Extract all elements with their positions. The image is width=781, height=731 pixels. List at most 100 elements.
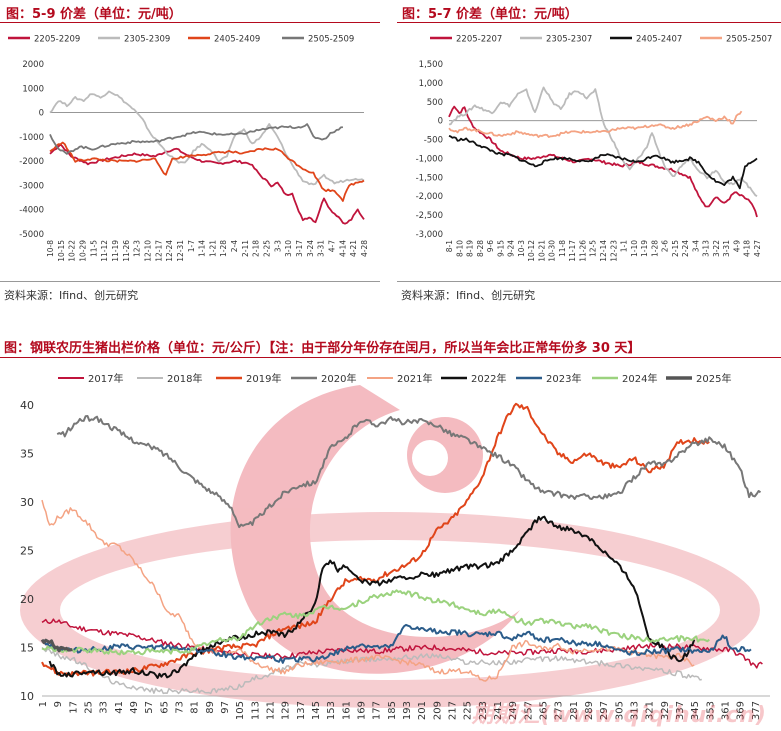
y-tick-label: 1,000 (419, 79, 443, 89)
x-tick-label: 3-4 (691, 240, 700, 252)
logo-dot-inner (412, 440, 448, 476)
y-tick-label: -2,500 (416, 211, 443, 221)
x-tick-label: 8-10 (455, 240, 464, 257)
x-tick-label: 257 (523, 701, 534, 720)
legend-label: 2205-2207 (456, 35, 502, 45)
x-tick-label: 169 (357, 701, 368, 720)
legend-label: 2022年 (471, 372, 506, 385)
x-tick-label: 241 (493, 701, 504, 720)
x-tick-label: 209 (432, 701, 443, 720)
legend-label: 2405-2407 (636, 35, 682, 45)
y-tick-label: 10 (20, 690, 34, 703)
logo-swoosh (230, 385, 520, 674)
x-tick-label: 10-8 (46, 240, 55, 257)
series-line (49, 123, 344, 155)
y-tick-label: -5000 (19, 230, 44, 240)
x-tick-label: 2-11 (241, 240, 250, 257)
x-tick-label: 233 (478, 701, 489, 720)
chart-hog-plot: 2017年 2018年 2019年 2020年 2021年 2022年 2023年 2024年… (20, 372, 770, 720)
y-tick-label: 15 (20, 642, 34, 655)
x-tick-label: 8-28 (476, 240, 485, 257)
series-line (41, 499, 695, 682)
x-tick-label: 9-24 (507, 240, 516, 257)
chart-57-plot: 2205-2207 2305-2307 2405-2407 2505-2507 1,50… (416, 35, 773, 262)
y-tick-label: -1,500 (416, 173, 443, 183)
legend-label: 2205-2209 (34, 35, 80, 45)
y-tick-label: -2,000 (416, 192, 443, 202)
series-line (56, 415, 762, 529)
x-tick-label: 2-18 (252, 240, 261, 257)
x-tick-label: 12-31 (176, 240, 185, 262)
x-tick-label: 4-27 (753, 240, 762, 257)
x-tick-label: 201 (417, 701, 428, 720)
x-tick-label: 377 (751, 701, 762, 720)
chart-59-title: 图：5-9 价差（单位：元/吨） (6, 7, 182, 22)
x-tick-label: 73 (175, 701, 186, 714)
legend-label: 2025年 (696, 372, 731, 385)
x-tick-label: 4-28 (360, 240, 369, 257)
x-tick-label: 185 (387, 701, 398, 720)
chart-57-title: 图：5-7 价差（单位：元/吨） (402, 7, 578, 22)
x-tick-label: 10-12 (527, 240, 536, 262)
x-tick-label: 225 (463, 701, 474, 720)
chart-hog-title-rule (0, 357, 781, 358)
x-tick-label: 369 (736, 701, 747, 720)
x-tick-label: 1-28 (650, 240, 659, 257)
x-tick-label: 2-6 (661, 240, 670, 252)
chart-57-title-rule (397, 22, 781, 23)
legend-label: 2019年 (246, 372, 281, 385)
x-tick-label: 281 (569, 701, 580, 720)
y-tick-label: 2000 (22, 60, 44, 70)
x-tick-label: 153 (326, 701, 337, 720)
x-tick-label: 2-25 (263, 240, 272, 257)
x-tick-label: 3-24 (306, 240, 315, 257)
y-tick-label: 1,500 (419, 60, 443, 70)
x-tick-label: 177 (372, 701, 383, 720)
x-tick-label: 12-14 (599, 240, 608, 262)
y-tick-label: -1,000 (416, 154, 443, 164)
x-tick-label: 321 (645, 701, 656, 720)
x-tick-label: 273 (554, 701, 565, 720)
x-tick-label: 11-26 (578, 240, 587, 262)
x-tick-label: 9 (53, 701, 64, 707)
x-tick-label: 10-22 (68, 240, 77, 262)
y-tick-label: 20 (20, 593, 34, 606)
x-tick-label: 2-24 (681, 240, 690, 257)
y-tick-label: 0 (39, 109, 44, 119)
x-tick-label: 3-3 (273, 240, 282, 252)
x-tick-label: 11-12 (100, 240, 109, 262)
x-tick-label: 129 (281, 701, 292, 720)
x-tick-label: 3-31 (317, 240, 326, 257)
y-tick-label: 40 (20, 399, 34, 412)
x-tick-label: 97 (220, 701, 231, 714)
x-tick-label: 10-21 (537, 240, 546, 262)
x-tick-label: 337 (675, 701, 686, 720)
series-line (41, 618, 763, 669)
y-tick-label: 30 (20, 496, 34, 509)
y-tick-label: -1000 (19, 133, 44, 143)
watermark-text: 期期汇(www.qiqihui.cn) (471, 703, 767, 728)
x-tick-label: 1-21 (208, 240, 217, 257)
x-tick-label: 10-30 (548, 240, 557, 262)
series-line (49, 90, 365, 186)
chart-59-plot: 2205-2209 2305-2309 2405-2409 2505-2509 2000… (8, 35, 369, 262)
x-tick-label: 1-7 (187, 240, 196, 252)
series-line (448, 134, 758, 190)
y-tick-label: -4000 (19, 206, 44, 216)
y-tick-label: 0 (438, 117, 443, 127)
x-tick-label: 121 (266, 701, 277, 720)
legend-label: 2024年 (622, 372, 657, 385)
x-tick-label: 1-28 (219, 240, 228, 257)
x-tick-label: 41 (114, 701, 125, 714)
x-tick-label: 12-23 (609, 240, 618, 262)
series-line (49, 143, 365, 225)
y-tick-label: 500 (427, 98, 443, 108)
legend-label: 2505-2509 (308, 35, 354, 45)
x-tick-label: 4-7 (328, 240, 337, 252)
x-tick-label: 12-5 (589, 240, 598, 257)
legend-label: 2405-2409 (214, 35, 260, 45)
x-tick-label: 217 (448, 701, 459, 720)
x-tick-label: 1 (38, 701, 49, 707)
legend-label: 2017年 (88, 372, 123, 385)
x-tick-label: 4-14 (338, 240, 347, 257)
